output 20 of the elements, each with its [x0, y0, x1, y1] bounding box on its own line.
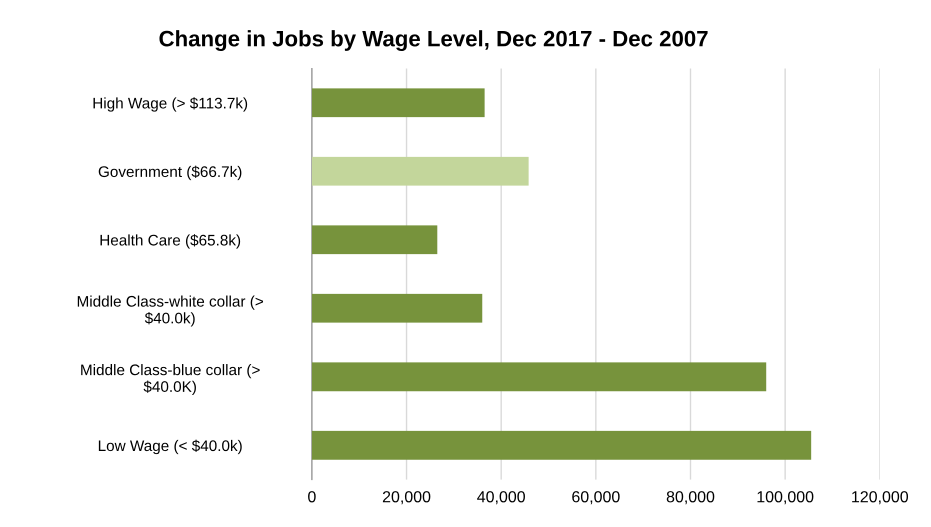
y-tick-label: Middle Class-blue collar (> $40.0K)	[81, 364, 260, 395]
y-tick-label: Low Wage (< $40.0k)	[98, 440, 242, 454]
x-tick-label: 20,000	[382, 491, 430, 504]
x-tick-label: 100,000	[757, 491, 814, 504]
x-tick-label: 60,000	[572, 491, 620, 504]
x-tick-label: 80,000	[666, 491, 714, 504]
y-tick-label: Middle Class-white collar (> $40.0k)	[78, 296, 264, 326]
bar	[312, 88, 485, 118]
bar	[312, 225, 438, 254]
bar	[312, 156, 529, 186]
y-tick-label: Health Care ($65.8k)	[100, 234, 240, 249]
chart-title: Change in Jobs by Wage Level, Dec 2017 - Dec 2007	[159, 30, 708, 51]
x-tick-label: 0	[308, 491, 316, 502]
x-tick-label: 120,000	[852, 491, 908, 504]
x-tick-label: 40,000	[477, 491, 525, 504]
y-tick-label: High Wage (> $113.7k)	[93, 97, 248, 112]
y-tick-label: Government ($66.7k)	[98, 166, 242, 180]
bar	[312, 362, 766, 392]
bar	[312, 430, 812, 460]
bar	[312, 294, 482, 323]
